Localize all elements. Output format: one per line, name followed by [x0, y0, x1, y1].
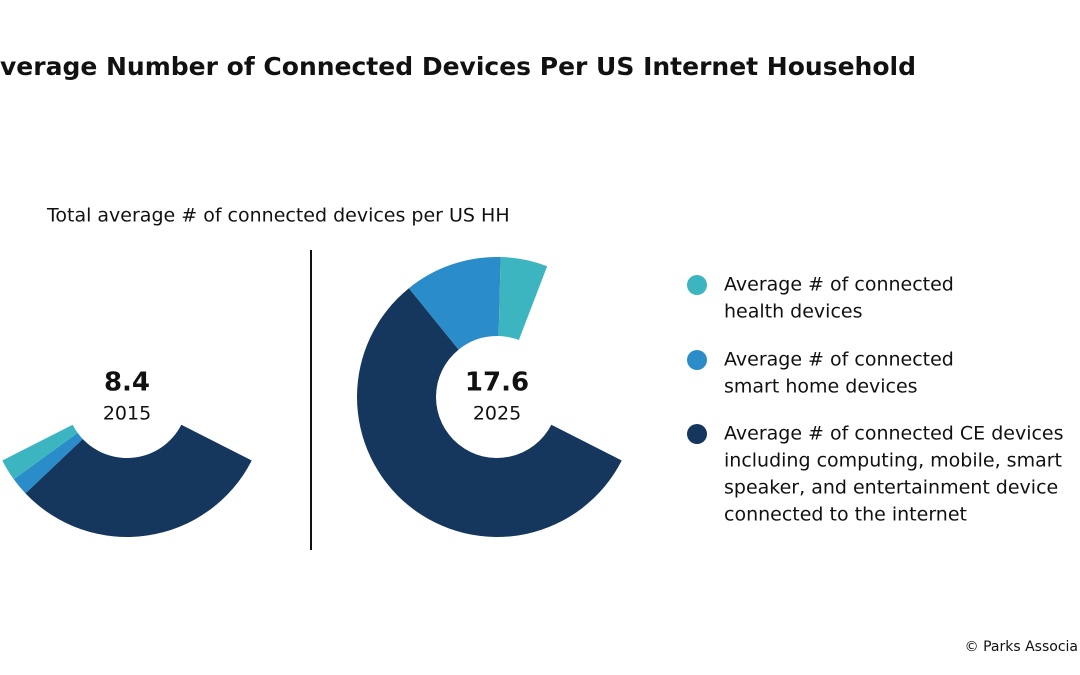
- legend-label: connected to the internet: [724, 504, 967, 526]
- legend-label: Average # of connected: [724, 274, 954, 296]
- total-label: 8.4: [104, 368, 150, 398]
- chart-subtitle: Total average # of connected devices per…: [46, 205, 510, 227]
- legend-marker: [687, 275, 707, 295]
- legend-marker: [687, 424, 707, 444]
- legend-label: including computing, mobile, smart: [724, 450, 1062, 472]
- donut-segment: [498, 257, 548, 341]
- legend-label: speaker, and entertainment device: [724, 477, 1058, 499]
- legend-marker: [687, 350, 707, 370]
- legend-label: health devices: [724, 301, 863, 323]
- total-label: 17.6: [465, 368, 529, 398]
- donut-segment: [2, 424, 78, 480]
- donut-segment: [408, 257, 501, 350]
- year-label: 2015: [103, 403, 151, 425]
- year-label: 2025: [473, 403, 521, 425]
- donut-segment: [13, 432, 83, 494]
- legend-label: smart home devices: [724, 376, 918, 398]
- source: © Parks Associa: [965, 639, 1078, 655]
- legend-label: Average # of connected: [724, 349, 954, 371]
- chart-title: verage Number of Connected Devices Per U…: [0, 52, 916, 81]
- legend-label: Average # of connected CE devices: [724, 423, 1064, 445]
- donut-segment: [357, 288, 622, 537]
- donut-segment: [25, 424, 252, 537]
